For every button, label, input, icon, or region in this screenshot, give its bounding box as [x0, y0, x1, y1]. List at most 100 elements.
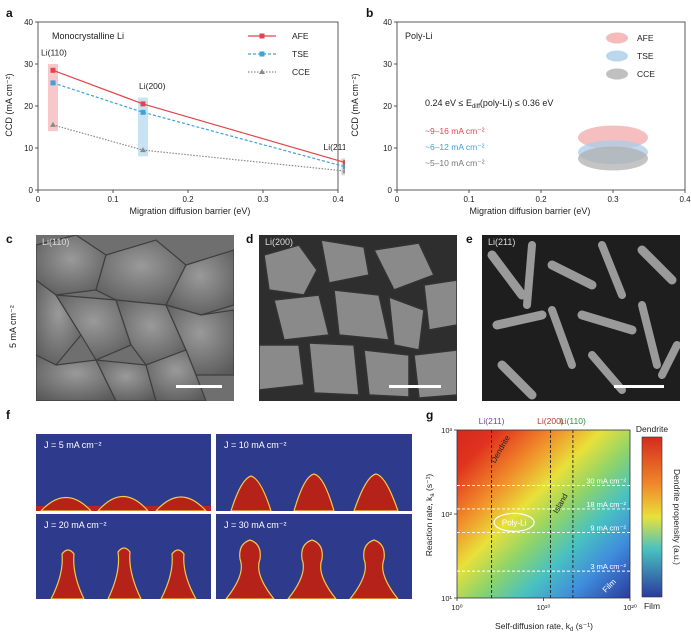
sem-label-li211: Li(211)	[488, 237, 516, 247]
colorbar-bottom-label: Film	[644, 601, 660, 611]
sem-texture-li110	[36, 235, 234, 401]
point-afe	[343, 160, 345, 166]
annotation-label: Li(110)	[41, 48, 67, 58]
x-tick-label: 0.1	[463, 195, 475, 204]
chart-g-xlabel: Self-diffusion rate, kd (s⁻¹)	[495, 621, 593, 633]
chart-b-range-cce: ~5–10 mA cm⁻²	[425, 158, 485, 168]
x-tick-label: 0.1	[107, 195, 119, 204]
legend-marker	[259, 33, 265, 39]
scale-bar	[176, 385, 222, 388]
chart-b-range-tse: ~6–12 mA cm⁻²	[425, 142, 485, 152]
sem-label-li200: Li(200)	[265, 237, 294, 247]
chart-b-xlabel: Migration diffusion barrier (eV)	[470, 206, 591, 216]
chart-b-poly-li: 0 0.1 0.2 0.3 0.4 0 10 20 30 40 AFE TSE CCE Poly-Li…	[350, 18, 691, 216]
x-tick-label: 0.3	[257, 195, 269, 204]
sem-image-li200: Li(200)	[259, 235, 457, 401]
legend-swatch	[606, 50, 628, 62]
poly-li-label: Poly-Li	[502, 518, 527, 527]
point-cce	[342, 168, 345, 174]
sim-panel-10: J = 10 mA cm⁻²	[216, 434, 412, 511]
heatmap-area	[456, 429, 631, 599]
y-tick-label: 40	[383, 18, 392, 27]
x-tick-label: 10⁰	[451, 603, 462, 612]
y-tick-label: 10³	[441, 426, 452, 435]
panel-label-b: b	[366, 6, 374, 20]
point-cce	[140, 147, 146, 153]
scale-bar	[614, 385, 664, 388]
point-tse	[140, 109, 146, 115]
y-tick-label: 30	[383, 60, 392, 69]
hline-label: 18 mA cm⁻²	[586, 500, 626, 509]
x-tick-label: 0	[36, 195, 41, 204]
colorbar	[641, 436, 663, 598]
y-tick-label: 10²	[441, 510, 452, 519]
x-tick-label: 10²⁰	[623, 603, 637, 612]
chart-a-monocrystalline: 0 0.1 0.2 0.3 0.4 0 10 20 30 40 Li(110) Li(200) Li(…	[4, 18, 346, 216]
x-tick-label: 0.4	[679, 195, 691, 204]
y-tick-label: 10	[383, 144, 392, 153]
legend-label: AFE	[292, 31, 309, 41]
chart-g-phase-map: Li(211) Li(200)Li(110) 30 mA cm⁻² 18 mA cm⁻…	[424, 416, 682, 633]
legend-marker	[259, 69, 265, 74]
colorbar-title: Dendrite propensity (a.u.)	[672, 469, 682, 565]
legend-label: AFE	[637, 33, 654, 43]
x-tick-label: 0.2	[535, 195, 547, 204]
y-tick-label: 10	[24, 144, 33, 153]
sim-panel-5: J = 5 mA cm⁻²	[36, 434, 211, 511]
error-band	[138, 97, 148, 157]
colorbar-top-label: Dendrite	[636, 424, 668, 434]
sim-label-20: J = 20 mA cm⁻²	[44, 520, 107, 530]
legend-label: TSE	[637, 51, 654, 61]
legend-label: TSE	[292, 49, 309, 59]
sim-label-30: J = 30 mA cm⁻²	[224, 520, 287, 530]
sim-panel-20: J = 20 mA cm⁻²	[36, 514, 211, 599]
sem-label-li110: Li(110)	[42, 237, 70, 247]
sim-label-10: J = 10 mA cm⁻²	[224, 440, 287, 450]
legend-label: CCE	[637, 69, 655, 79]
series-line-tse	[52, 82, 345, 168]
x-tick-label: 0.2	[182, 195, 194, 204]
error-band	[48, 64, 58, 132]
panel-label-c: c	[6, 232, 13, 246]
point-tse	[343, 164, 345, 170]
panel-label-e: e	[466, 232, 473, 246]
sim-dendrites-5	[36, 496, 211, 511]
y-tick-label: 30	[24, 60, 33, 69]
hline-label: 9 mA cm⁻²	[590, 523, 626, 532]
point-cce	[50, 121, 56, 127]
sim-panel-30: J = 30 mA cm⁻²	[216, 514, 412, 599]
sem-texture-li200	[259, 235, 457, 401]
hline-label: 3 mA cm⁻²	[590, 562, 626, 571]
sim-dendrites-10	[230, 473, 399, 511]
y-tick-label: 10¹	[441, 594, 452, 603]
ccd-ellipse-cce	[578, 146, 648, 171]
sim-dendrites-20	[50, 547, 197, 599]
x-tick-label: 0.4	[332, 195, 344, 204]
legend-marker	[259, 51, 265, 57]
panel-label-d: d	[246, 232, 254, 246]
current-density-label: 5 mA cm⁻²	[8, 305, 18, 348]
point-afe	[50, 67, 56, 73]
annotation-label: Li(211)	[324, 142, 346, 152]
x-tick-label: 0.3	[607, 195, 619, 204]
chart-a-title: Monocrystalline Li	[52, 31, 124, 41]
poly-li-marker	[493, 512, 535, 533]
panel-label-a: a	[6, 6, 13, 20]
y-tick-label: 20	[383, 102, 392, 111]
annotation-label: Li(200)	[139, 81, 166, 91]
chart-b-range-afe: ~9–16 mA cm⁻²	[425, 126, 485, 136]
panel-label-f: f	[6, 408, 10, 422]
y-tick-label: 0	[29, 186, 34, 195]
chart-b-title: Poly-Li	[405, 31, 433, 41]
legend-swatch	[606, 68, 628, 80]
x-tick-label: 0	[395, 195, 400, 204]
point-afe	[140, 101, 146, 107]
legend-swatch	[606, 32, 628, 44]
chart-a-ylabel: CCD (mA cm⁻²)	[4, 73, 14, 136]
x-tick-label: 10¹⁰	[537, 603, 551, 612]
series-line-cce	[52, 124, 345, 172]
panel-label-g: g	[426, 408, 434, 422]
y-tick-label: 20	[24, 102, 33, 111]
y-tick-label: 0	[388, 186, 393, 195]
chart-b-range-text: 0.24 eV ≤ Ediff(poly-Li) ≤ 0.36 eV	[425, 98, 553, 110]
